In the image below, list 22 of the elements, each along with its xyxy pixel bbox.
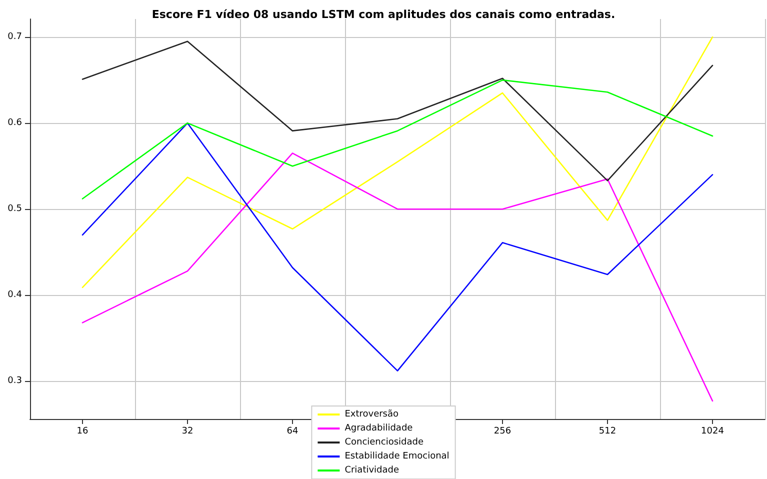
y-tick-label: 0.4	[8, 290, 22, 300]
y-tick-label: 0.3	[8, 376, 22, 386]
x-tick-label: 1024	[701, 426, 724, 436]
line-series	[82, 122, 714, 372]
line-series	[82, 79, 714, 200]
legend-label: Concienciosidade	[344, 438, 424, 448]
line-series	[82, 40, 714, 182]
line-series	[82, 36, 714, 288]
line-series	[82, 152, 714, 402]
legend-label: Criatividade	[344, 466, 400, 476]
x-tick-label: 16	[76, 426, 88, 436]
x-tick-label: 256	[494, 426, 512, 436]
chart-title: Escore F1 vídeo 08 usando LSTM com aplitudes dos canais como entradas.	[152, 8, 616, 21]
x-tick-label: 64	[286, 426, 298, 436]
legend-label: Extroversão	[344, 410, 400, 420]
y-tick-label: 0.7	[8, 32, 22, 42]
x-tick-label: 32	[182, 426, 194, 436]
legend-label: Estabilidade Emocional	[344, 452, 450, 462]
x-tick-label: 512	[598, 426, 616, 436]
legend-label: Agradabilidade	[344, 424, 414, 434]
y-tick-label: 0.5	[8, 204, 22, 214]
y-tick-label: 0.6	[8, 118, 22, 128]
